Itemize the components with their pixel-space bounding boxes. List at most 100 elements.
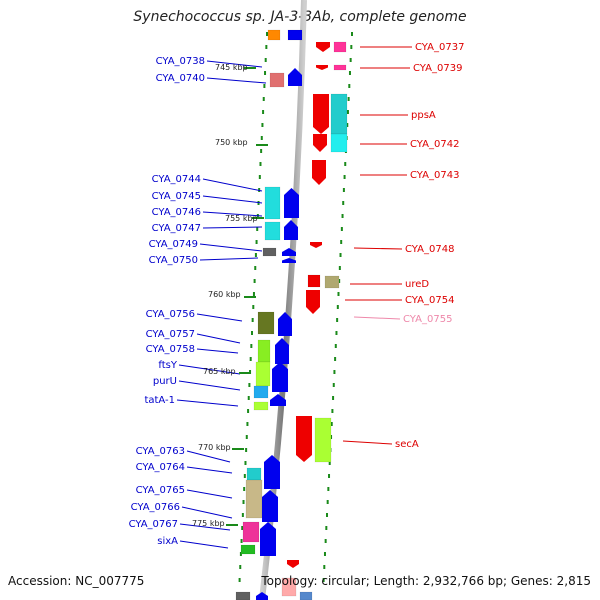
right-track-tick [336, 318, 339, 322]
gene-labels: CYA_0738 CYA_0740 CYA_0744 CYA_0745 CYA_0746… [129, 42, 465, 547]
label-leader-line [202, 195, 263, 204]
right-track-tick [351, 32, 353, 36]
label-leader-line [202, 211, 263, 217]
label-leader-line [202, 226, 263, 229]
right-track-tick [325, 526, 328, 530]
right-track-tick [328, 461, 331, 465]
gene-feature [281, 577, 297, 597]
label-leader-line [353, 316, 401, 320]
gene-label-left: CYA_0767 [129, 519, 178, 530]
left-track-tick [256, 227, 259, 231]
gene-feature [316, 65, 328, 70]
right-track-tick [334, 357, 337, 361]
left-track-tick [262, 97, 265, 101]
right-track-tick [344, 162, 347, 166]
gene-label-right: CYA_0742 [410, 139, 459, 150]
label-leader-line [178, 364, 241, 375]
label-leader-line [206, 60, 263, 68]
gene-label-left: CYA_0745 [152, 191, 201, 202]
gene-feature [278, 312, 292, 336]
right-track-tick [332, 383, 335, 387]
left-track-tick [264, 71, 267, 75]
right-track-tick [350, 45, 353, 49]
gene-feature [324, 275, 340, 289]
left-track-tick [258, 175, 261, 179]
gene-feature [330, 93, 348, 135]
left-track-tick [266, 32, 268, 36]
left-track-tick [238, 578, 241, 582]
left-track-tick [239, 565, 242, 569]
left-track-tick [262, 110, 265, 114]
right-track-tick [324, 539, 327, 543]
genome-title: Synechococcus sp. JA-3-3Ab, complete gen… [133, 9, 467, 25]
gene-label-left: CYA_0766 [131, 502, 180, 513]
right-track-tick [330, 422, 333, 426]
gene-label-left: ftsY [158, 360, 177, 371]
gene-feature [260, 522, 276, 556]
scale-mark-label: 760 kbp [208, 290, 241, 299]
right-track-tick [330, 435, 333, 439]
gene-feature [262, 247, 277, 257]
label-leader-line [179, 540, 229, 549]
gene-feature [240, 544, 256, 555]
left-track-tick [265, 45, 268, 49]
left-track-tick [261, 123, 264, 127]
gene-label-left: CYA_0740 [156, 73, 205, 84]
gene-feature [284, 220, 298, 240]
gene-feature [275, 338, 289, 364]
gene-label-left: CYA_0758 [146, 344, 195, 355]
gene-label-left: CYA_0746 [152, 207, 201, 218]
gene-feature [306, 290, 320, 314]
gene-feature [284, 188, 299, 218]
gene-feature [282, 248, 296, 256]
right-track-tick [342, 201, 345, 205]
gene-label-left: CYA_0744 [152, 174, 201, 185]
label-leader-line [342, 440, 393, 445]
gene-feature [270, 394, 286, 406]
label-leader-line [202, 178, 263, 192]
gene-label-right: ppsA [411, 110, 436, 121]
gene-label-right: CYA_0737 [415, 42, 464, 53]
gene-label-left: sixA [157, 536, 178, 547]
right-track-tick [332, 396, 335, 400]
label-leader-line [353, 247, 403, 250]
topology-text: Topology: circular; Length: 2,932,766 bp… [261, 574, 591, 588]
right-track-tick [323, 552, 326, 556]
left-track-tick [260, 149, 263, 153]
gene-feature [242, 521, 260, 543]
gene-feature [296, 416, 312, 462]
left-track-tick [254, 266, 257, 270]
left-track-tick [243, 487, 246, 491]
right-track-tick [349, 58, 352, 62]
right-track-tick [328, 474, 331, 478]
gene-label-right: CYA_0748 [405, 244, 454, 255]
gene-feature [264, 455, 280, 489]
gene-feature [330, 133, 348, 153]
gene-feature [312, 160, 326, 185]
track-ticks [238, 32, 353, 582]
label-leader-line [186, 466, 233, 474]
gene-feature [288, 68, 302, 86]
gene-feature [272, 362, 288, 392]
label-leader-line [196, 348, 239, 354]
label-leader-line [206, 77, 267, 84]
right-track-tick [326, 500, 329, 504]
gene-label-left: CYA_0738 [156, 56, 205, 67]
left-track-tick [260, 136, 263, 140]
gene-feature [257, 339, 271, 363]
right-track-tick [348, 71, 351, 75]
right-track-tick [335, 331, 338, 335]
label-leader-line [199, 257, 259, 261]
left-track-tick [264, 58, 267, 62]
right-track-tick [326, 513, 329, 517]
left-track-tick [244, 461, 247, 465]
scale-marks: 745 kbp 750 kbp 755 kbp 760 kbp 765 kbp 770 k… [192, 63, 268, 528]
scale-mark-label: 745 kbp [215, 63, 248, 72]
left-track-tick [254, 253, 257, 257]
gene-feature [307, 274, 321, 288]
left-track-tick [251, 318, 254, 322]
gene-feature [299, 591, 313, 600]
gene-label-right: CYA_0755 [403, 314, 452, 325]
left-track-tick [243, 474, 246, 478]
gene-feature [287, 560, 299, 568]
